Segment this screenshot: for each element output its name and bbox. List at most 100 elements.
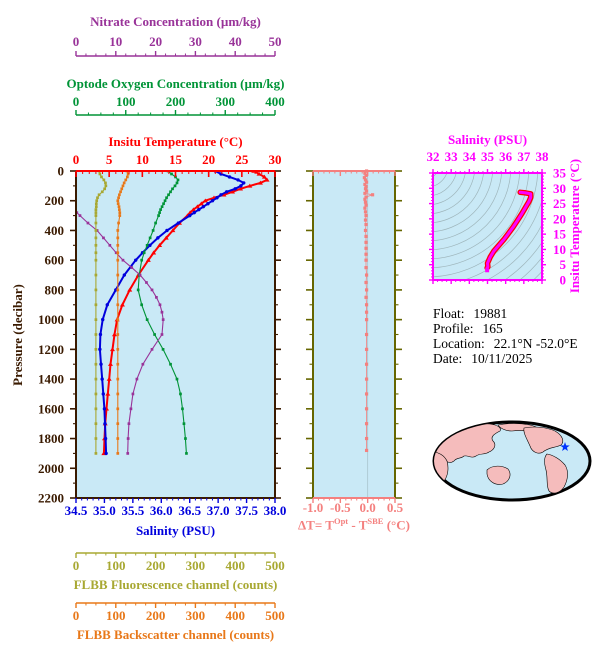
float-value: 19881 xyxy=(473,306,508,321)
pressure-axis-title: Pressure (decibar) xyxy=(10,284,25,386)
ts-salinity-tick-label: 32 xyxy=(427,149,440,164)
nitrate-axis-tick-label: 10 xyxy=(109,34,122,49)
delta-t-tick-label: 0.0 xyxy=(360,500,376,515)
pressure-tick-label: 2000 xyxy=(38,461,64,476)
backscatter-axis-tick-label: 300 xyxy=(186,608,206,623)
date-value: 10/11/2025 xyxy=(471,351,533,366)
ts-salinity-tick-label: 33 xyxy=(445,149,459,164)
profile-label: Profile: xyxy=(433,321,474,336)
fluorescence-axis-title: FLBB Fluorescence channel (counts) xyxy=(74,577,278,592)
ts-salinity-tick-label: 38 xyxy=(536,149,550,164)
temperature-tick-label: 20 xyxy=(202,152,215,167)
salinity-tick-label: 37.0 xyxy=(207,503,230,518)
delta-t-title-sup-sbe: SBE xyxy=(367,516,384,526)
ts-salinity-tick-label: 37 xyxy=(517,149,531,164)
oxygen-axis-tick-label: 300 xyxy=(216,94,236,109)
nitrate-axis-tick-label: 40 xyxy=(229,34,242,49)
float-info-float: Float: 19881 xyxy=(433,306,578,321)
series-fluorescence xyxy=(94,171,108,455)
series-delta-t xyxy=(362,169,375,453)
backscatter-axis-tick-label: 500 xyxy=(265,608,285,623)
delta-t-title-sup-opt: Opt xyxy=(333,516,349,526)
salinity-tick-label: 38.0 xyxy=(264,503,287,518)
delta-t-plot-area xyxy=(313,171,395,498)
continent-south-america xyxy=(544,453,568,494)
pressure-tick-label: 1400 xyxy=(38,372,64,387)
fluorescence-axis-tick-label: 200 xyxy=(146,558,166,573)
pressure-axis: 0 200 400 600 800 1000 1200 1400 1600 1800 2000 220… xyxy=(10,164,281,506)
ts-salinity-axis-title: Salinity (PSU) xyxy=(448,132,527,147)
ts-temperature-tick-label: 30 xyxy=(553,181,566,196)
salinity-tick-label: 34.5 xyxy=(65,503,88,518)
salinity-tick-label: 35.5 xyxy=(121,503,144,518)
delta-t-axis-title: ΔT= TOpt - TSBE (°C) xyxy=(286,516,422,533)
location-value: 22.1°N -52.0°E xyxy=(493,336,578,351)
ts-temperature-tick-label: 20 xyxy=(553,211,566,226)
ts-curve xyxy=(485,190,533,270)
temperature-tick-label: 30 xyxy=(269,152,282,167)
ts-temperature-tick-label: 15 xyxy=(553,227,567,242)
nitrate-axis-tick-label: 50 xyxy=(269,34,282,49)
series-backscatter xyxy=(116,171,130,455)
series-nitrate xyxy=(76,211,165,455)
pressure-tick-label: 800 xyxy=(45,282,65,297)
salinity-tick-label: 37.5 xyxy=(235,503,258,518)
continent-north-america xyxy=(523,426,564,454)
fluorescence-axis-tick-label: 100 xyxy=(106,558,126,573)
salinity-tick-label: 36.0 xyxy=(150,503,173,518)
pressure-tick-label: 1800 xyxy=(38,431,64,446)
temperature-tick-label: 5 xyxy=(106,152,113,167)
temperature-axis: 0 5 10 15 20 25 30 Insitu Temperature (°C) xyxy=(73,134,282,177)
series-temperature xyxy=(101,171,270,456)
pressure-tick-label: 1200 xyxy=(38,342,64,357)
temperature-tick-label: 25 xyxy=(235,152,249,167)
ts-temperature-axis-title: Insitu Temperature (°C) xyxy=(567,159,582,293)
pressure-tick-label: 1600 xyxy=(38,401,64,416)
oxygen-axis-tick-label: 400 xyxy=(265,94,285,109)
float-info-location: Location: 22.1°N -52.0°E xyxy=(433,336,578,351)
delta-t-tick-label: -0.5 xyxy=(330,500,351,515)
delta-t-title-part1: ΔT= T xyxy=(298,517,334,533)
float-info-date: Date: 10/11/2025 xyxy=(433,351,578,366)
salinity-axis-title: Salinity (PSU) xyxy=(136,523,215,538)
nitrate-axis-tick-label: 0 xyxy=(73,34,80,49)
backscatter-axis: 0 100 200 300 400 500 FLBB Backscatter channel… xyxy=(73,602,285,642)
delta-t-tick-label: 0.5 xyxy=(387,500,404,515)
float-info-profile: Profile: 165 xyxy=(433,321,578,336)
fluorescence-axis-tick-label: 500 xyxy=(265,558,285,573)
fluorescence-axis: 0 100 200 300 400 500 FLBB Fluorescence channe… xyxy=(73,552,285,592)
backscatter-axis-tick-label: 400 xyxy=(225,608,245,623)
delta-t-title-part3: (°C) xyxy=(383,517,410,533)
ts-temperature-tick-label: 35 xyxy=(553,166,567,181)
temperature-axis-title: Insitu Temperature (°C) xyxy=(108,134,242,149)
date-label: Date: xyxy=(433,351,463,366)
ts-temperature-tick-label: 25 xyxy=(553,196,567,211)
delta-t-plot: -1.0 -0.5 0.0 0.5 xyxy=(303,169,404,515)
salinity-axis: 34.5 35.0 35.5 36.0 36.5 37.0 37.5 38.0 Salinity… xyxy=(65,498,287,538)
backscatter-axis-tick-label: 100 xyxy=(106,608,126,623)
oxygen-axis-title: Optode Oxygen Concentration (µm/kg) xyxy=(66,76,284,91)
backscatter-axis-title: FLBB Backscatter channel (counts) xyxy=(77,627,274,642)
pressure-tick-label: 0 xyxy=(58,164,65,179)
fluorescence-axis-tick-label: 400 xyxy=(225,558,245,573)
delta-t-title-part2: - T xyxy=(348,517,368,533)
float-info: Float: 19881 Profile: 165 Location: 22.1°N … xyxy=(433,306,578,366)
backscatter-axis-tick-label: 0 xyxy=(73,608,80,623)
salinity-tick-label: 36.5 xyxy=(178,503,201,518)
nitrate-axis-tick-label: 20 xyxy=(149,34,162,49)
profile-value: 165 xyxy=(482,321,503,336)
temperature-tick-label: 10 xyxy=(136,152,149,167)
temperature-tick-label: 0 xyxy=(73,152,80,167)
oxygen-axis: 0 100 200 300 400 Optode Oxygen Concentration… xyxy=(66,76,285,116)
fluorescence-axis-tick-label: 0 xyxy=(73,558,80,573)
ts-temperature-tick-label: 10 xyxy=(553,242,566,257)
nitrate-axis: 0 10 20 30 40 50 Nitrate Concentration (µm/kg) xyxy=(73,14,282,57)
nitrate-axis-tick-label: 30 xyxy=(189,34,202,49)
oxygen-axis-tick-label: 0 xyxy=(73,94,80,109)
ts-salinity-tick-label: 36 xyxy=(499,149,513,164)
oxygen-axis-tick-label: 200 xyxy=(166,94,186,109)
series-oxygen xyxy=(136,171,188,455)
